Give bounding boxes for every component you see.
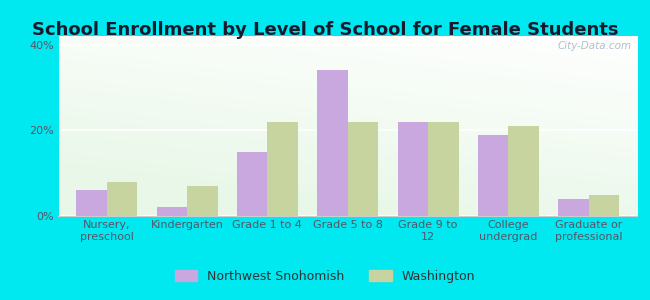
Bar xyxy=(107,182,137,216)
Bar xyxy=(398,122,428,216)
Legend: Northwest Snohomish, Washington: Northwest Snohomish, Washington xyxy=(170,265,480,288)
Bar xyxy=(348,122,378,216)
Bar xyxy=(187,186,218,216)
Bar xyxy=(508,126,539,216)
Bar xyxy=(478,135,508,216)
Bar xyxy=(558,199,589,216)
Bar xyxy=(76,190,107,216)
Bar xyxy=(317,70,348,216)
Text: City-Data.com: City-Data.com xyxy=(557,41,631,51)
Bar xyxy=(428,122,459,216)
Bar xyxy=(589,195,619,216)
Bar xyxy=(237,152,267,216)
Text: School Enrollment by Level of School for Female Students: School Enrollment by Level of School for… xyxy=(32,21,618,39)
Bar xyxy=(157,207,187,216)
Bar xyxy=(267,122,298,216)
